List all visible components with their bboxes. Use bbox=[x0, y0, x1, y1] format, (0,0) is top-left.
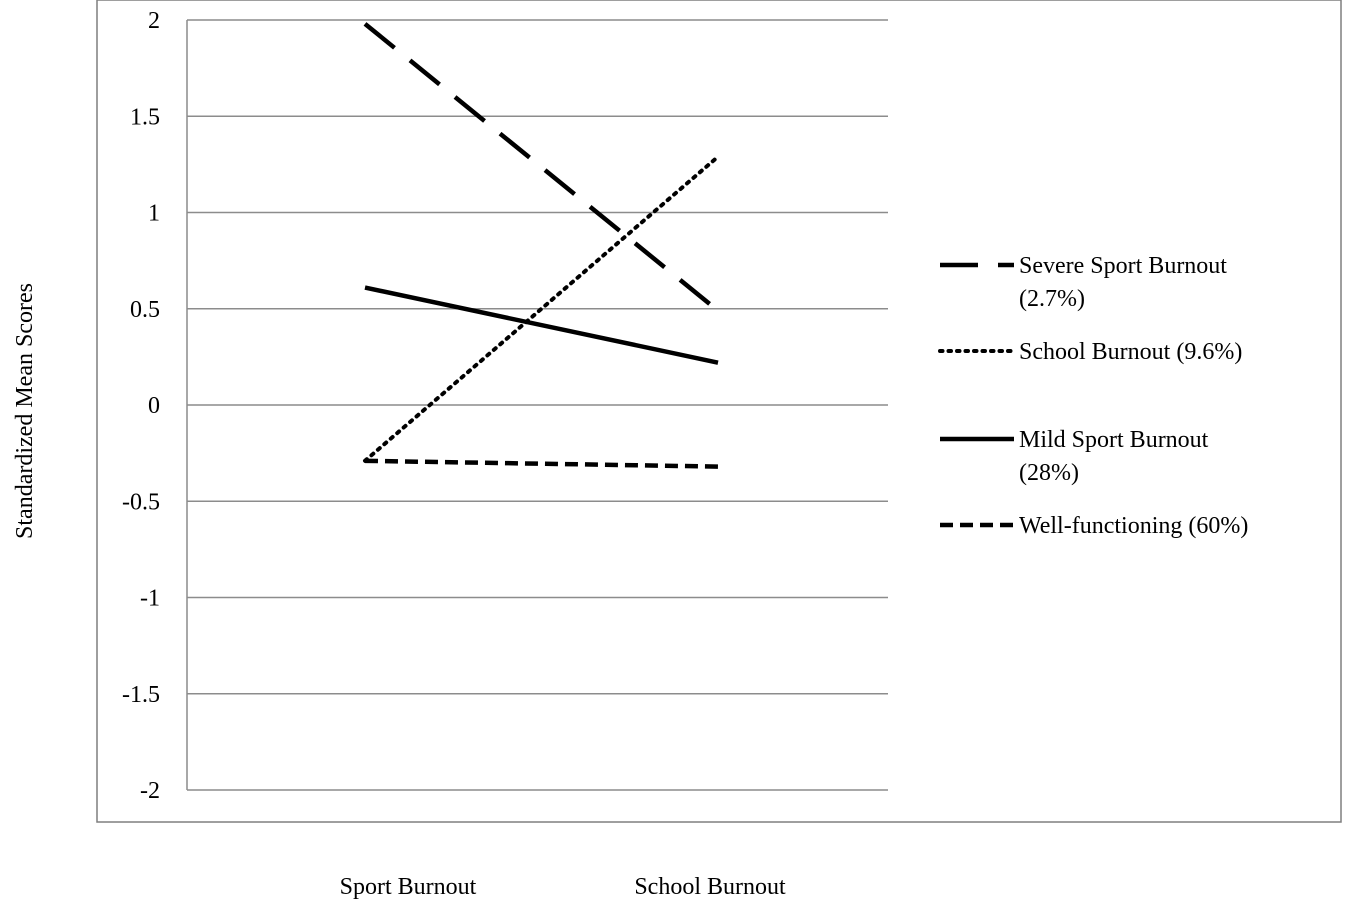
y-tick-label: -0.5 bbox=[122, 489, 160, 515]
y-tick-label: -2 bbox=[140, 778, 160, 804]
series-lines bbox=[363, 22, 720, 469]
legend-label: School Burnout (9.6%) bbox=[1019, 339, 1242, 365]
series-line bbox=[363, 154, 720, 463]
y-tick-label: -1.5 bbox=[122, 682, 160, 708]
legend-label: Severe Sport Burnout bbox=[1019, 253, 1227, 279]
chart-frame bbox=[96, 0, 1342, 823]
legend-label-line2: (2.7%) bbox=[1019, 286, 1085, 312]
legend-label: Mild Sport Burnout bbox=[1019, 427, 1209, 453]
y-tick-label: 1 bbox=[148, 201, 160, 227]
gridlines bbox=[186, 19, 888, 791]
category-labels: Sport Burnout School Burnout bbox=[340, 874, 786, 900]
legend: Severe Sport Burnout (2.7%) School Burnout… bbox=[938, 253, 1248, 539]
y-tick-label: 0 bbox=[148, 393, 160, 419]
y-tick-labels: 2 1.5 1 0.5 0 -0.5 -1 -1.5 -2 bbox=[122, 8, 160, 804]
y-axis-title: Standardized Mean Scores bbox=[12, 283, 38, 539]
series-line bbox=[364, 458, 719, 469]
legend-label-line2: (28%) bbox=[1019, 460, 1079, 486]
x-category-label: Sport Burnout bbox=[340, 874, 477, 900]
y-tick-label: 2 bbox=[148, 8, 160, 34]
y-tick-label: 0.5 bbox=[130, 297, 160, 323]
series-line bbox=[363, 22, 720, 313]
y-tick-label: 1.5 bbox=[130, 104, 160, 130]
series-line bbox=[364, 285, 719, 365]
legend-label: Well-functioning (60%) bbox=[1019, 513, 1248, 539]
x-category-label: School Burnout bbox=[634, 874, 786, 900]
y-tick-label: -1 bbox=[140, 586, 160, 612]
